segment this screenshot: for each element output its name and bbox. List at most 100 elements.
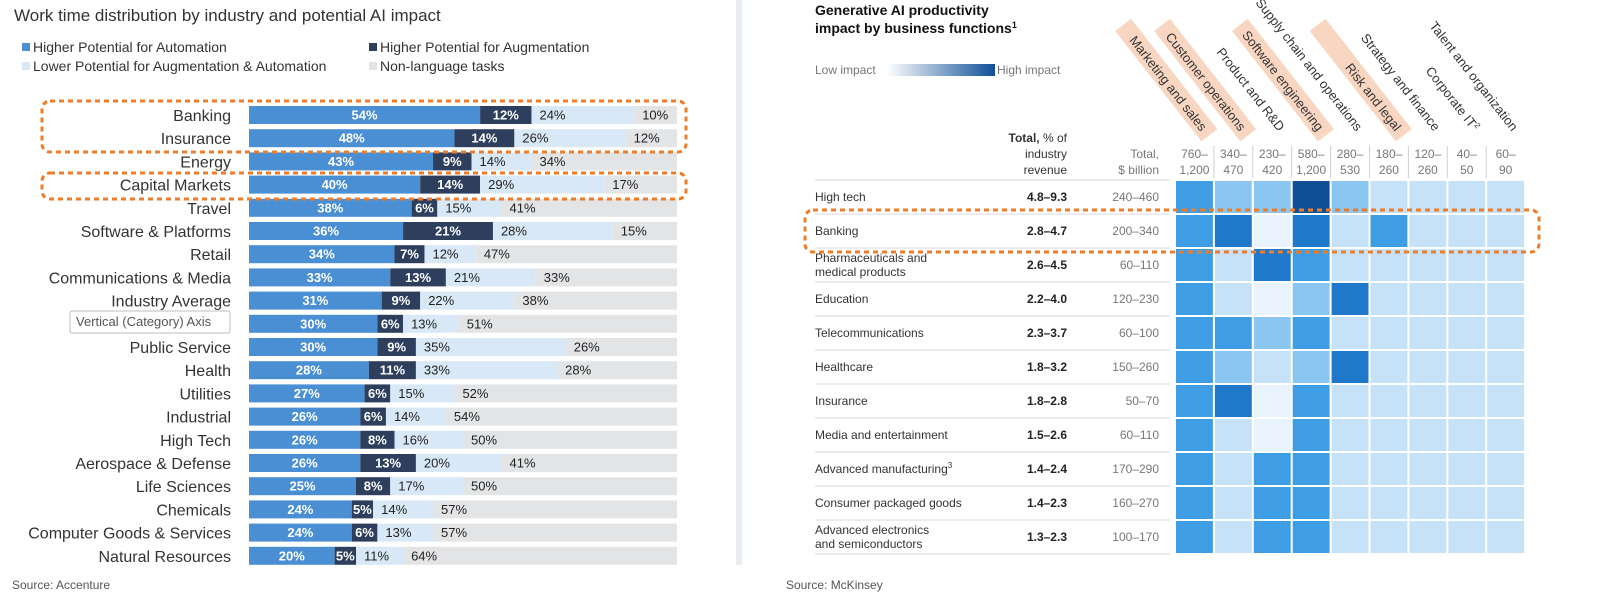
bar-segment — [475, 245, 677, 264]
bar-segment — [445, 407, 677, 426]
bar-segment — [463, 430, 677, 449]
function-value: 260 — [1379, 163, 1399, 177]
data-label: 11% — [364, 548, 389, 563]
heatmap-cell — [1176, 249, 1213, 281]
category-label: Public Service — [130, 340, 231, 357]
industry-label: and semiconductors — [815, 537, 922, 551]
industry-name: Education — [815, 292, 868, 306]
legend-swatch — [369, 62, 377, 70]
bar-segment — [377, 338, 416, 356]
data-label: 17% — [398, 479, 424, 494]
bar-segment — [394, 430, 463, 449]
bar-segment — [385, 407, 446, 426]
bar-segment — [390, 384, 455, 403]
data-label: 5% — [336, 548, 355, 563]
function-value: 340– — [1220, 147, 1247, 161]
pct-header: industry — [1025, 147, 1067, 161]
bar-segment — [394, 245, 425, 264]
category-label: Travel — [187, 201, 231, 218]
data-label: 8% — [368, 432, 387, 447]
data-label: 28% — [565, 363, 591, 378]
data-label: 51% — [467, 316, 493, 331]
data-label: 28% — [501, 224, 527, 239]
function-value: 50 — [1460, 163, 1474, 177]
chart-title: Work time distribution by industry and p… — [14, 6, 441, 25]
heatmap-cell — [1409, 385, 1447, 417]
function-sup: 2 — [1472, 121, 1482, 130]
heatmap-cell — [1331, 215, 1369, 247]
category-label: Health — [185, 363, 231, 380]
data-label: 33% — [544, 270, 570, 285]
heatmap-cell — [1214, 419, 1252, 451]
data-label: 54% — [454, 409, 480, 424]
bar-segment — [351, 500, 374, 519]
bar-segment — [249, 291, 382, 310]
heatmap-cell — [1448, 283, 1486, 315]
bar-segment — [531, 106, 635, 124]
category-label: Life Sciences — [136, 479, 231, 496]
heatmap-cell — [1292, 215, 1330, 247]
impact-legend: Low impact High impact — [815, 63, 1061, 77]
heatmap-cells — [1176, 181, 1525, 553]
data-label: 21% — [454, 270, 480, 285]
billion-value: 60–110 — [1120, 258, 1159, 272]
bar-segment — [360, 454, 416, 472]
bar-segment — [433, 523, 677, 542]
category-label: Capital Markets — [120, 178, 231, 195]
category-labels[interactable]: Banking Insurance Energy Capital Markets Tra… — [28, 108, 231, 566]
heatmap-cell — [1487, 419, 1525, 451]
pct-header-bold: Total, — [1009, 131, 1040, 145]
bar-segment — [480, 106, 532, 124]
data-label: 9% — [443, 154, 462, 169]
industry-label: High tech — [815, 190, 866, 204]
bar-segment — [249, 523, 352, 542]
heatmap-cell — [1331, 249, 1369, 281]
data-label: 22% — [428, 293, 454, 308]
legend-label: Lower Potential for Augmentation & Autom… — [33, 58, 326, 74]
heatmap-cell — [1253, 215, 1291, 247]
heatmap-cell — [1409, 215, 1447, 247]
industry-label: Banking — [815, 224, 858, 238]
tooltip-box — [69, 310, 231, 334]
heatmap-cell — [1370, 283, 1408, 315]
legend-swatch — [22, 62, 30, 70]
heatmap-cell — [1448, 521, 1486, 553]
heatmap-cell — [1331, 487, 1369, 519]
function-value: 120– — [1414, 147, 1441, 161]
bar-segment — [514, 291, 677, 310]
pct-revenue-value: 4.8–9.3 — [1027, 190, 1067, 204]
pct-header-rest: % of — [1040, 131, 1068, 145]
heatmap-cell — [1253, 181, 1291, 213]
heatmap-cell — [1253, 487, 1291, 519]
data-label: 12% — [493, 108, 519, 123]
heatmap-cell — [1448, 351, 1486, 383]
heatmap-cell — [1331, 351, 1369, 383]
data-label: 33% — [307, 270, 333, 285]
category-label: Banking — [173, 108, 231, 125]
bar-segment — [480, 175, 605, 194]
data-label: 15% — [445, 200, 471, 215]
heatmap-cell — [1176, 351, 1213, 383]
function-value: 90 — [1499, 163, 1513, 177]
heatmap-cell — [1409, 521, 1447, 553]
industry-name: Insurance — [815, 394, 868, 408]
function-value: 530 — [1340, 163, 1360, 177]
data-label: 26% — [574, 340, 600, 355]
data-label: 10% — [642, 108, 668, 123]
heatmap-cell — [1331, 317, 1369, 349]
data-label: 27% — [294, 386, 320, 401]
heatmap-cell — [1214, 317, 1252, 349]
data-label: 20% — [424, 456, 450, 471]
heatmap-cell — [1214, 521, 1252, 553]
heatmap-cell — [1214, 487, 1252, 519]
data-label: 52% — [462, 386, 488, 401]
heatmap-chart: Generative AI productivity impact by bus… — [803, 0, 1541, 555]
industry-name: Consumer packaged goods — [815, 496, 962, 510]
heatmap-cell — [1448, 419, 1486, 451]
data-label: 6% — [368, 386, 387, 401]
bar-segment — [420, 291, 515, 310]
heatmap-cell — [1370, 181, 1408, 213]
bar-segment — [514, 129, 626, 148]
category-label: High Tech — [160, 433, 231, 450]
